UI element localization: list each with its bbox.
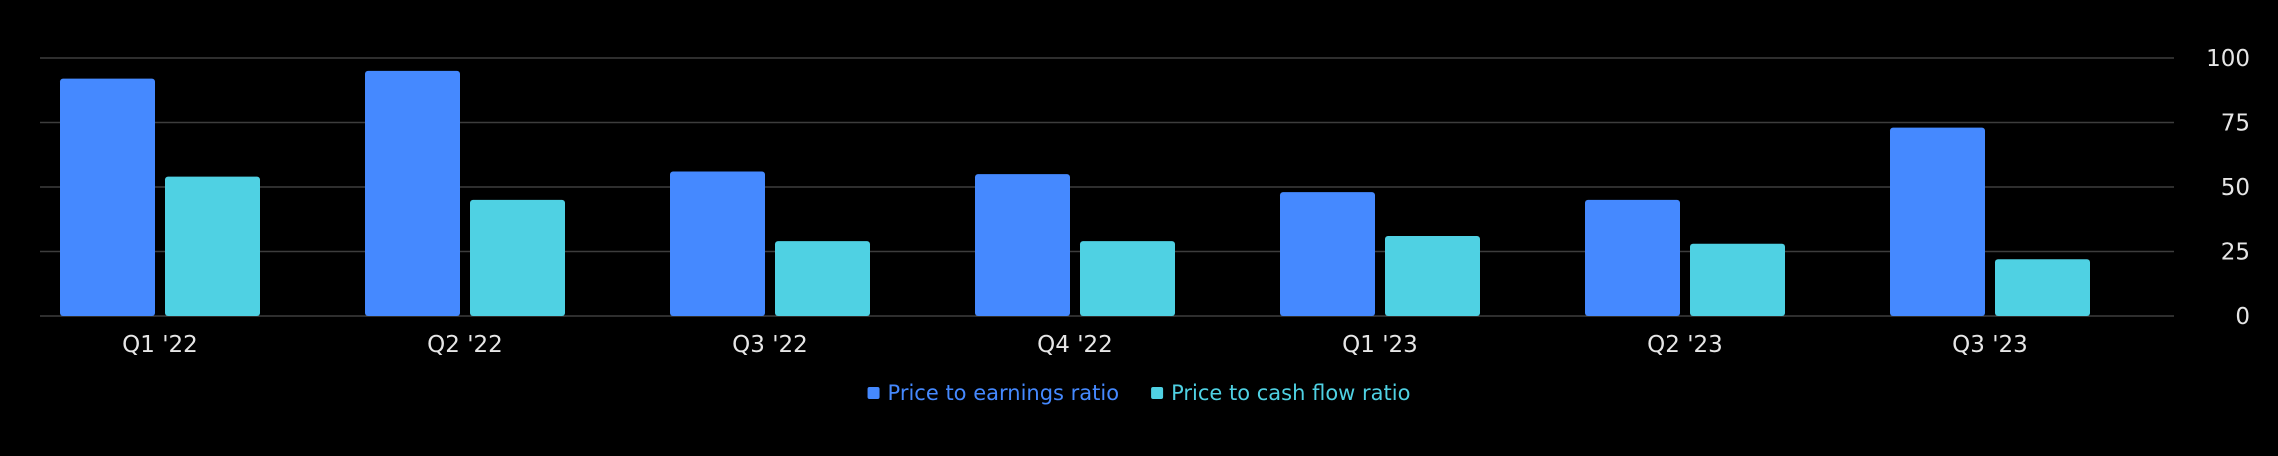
x-tick-label: Q2 '23 bbox=[1647, 332, 1723, 358]
x-tick-label: Q3 '23 bbox=[1952, 332, 2028, 358]
bar-pe-3 bbox=[975, 174, 1070, 316]
legend-label: Price to cash flow ratio bbox=[1171, 381, 1410, 405]
legend: Price to earnings ratio Price to cash flo… bbox=[867, 381, 1410, 405]
bar-pcf-2 bbox=[775, 241, 870, 316]
bar-pcf-3 bbox=[1080, 241, 1175, 316]
y-tick-label: 0 bbox=[2235, 304, 2250, 330]
bar-pcf-1 bbox=[470, 199, 565, 316]
x-tick-label: Q1 '23 bbox=[1342, 332, 1418, 358]
bar-pe-2 bbox=[670, 171, 765, 316]
legend-swatch bbox=[1151, 387, 1164, 399]
bar-pe-5 bbox=[1585, 199, 1680, 316]
x-axis-labels: Q1 '22 Q2 '22 Q3 '22 Q4 '22 Q1 '23 Q2 '23 Q3 '… bbox=[122, 332, 2028, 358]
y-tick-label: 75 bbox=[2221, 111, 2250, 137]
bars bbox=[60, 70, 2090, 317]
x-tick-label: Q3 '22 bbox=[732, 332, 808, 358]
x-tick-label: Q2 '22 bbox=[427, 332, 503, 358]
y-tick-label: 25 bbox=[2221, 240, 2250, 266]
bar-pcf-0 bbox=[165, 176, 260, 316]
bar-pcf-4 bbox=[1385, 236, 1480, 316]
bar-pe-1 bbox=[365, 70, 460, 317]
x-tick-label: Q1 '22 bbox=[122, 332, 198, 358]
legend-swatch bbox=[867, 387, 880, 399]
bar-pe-0 bbox=[60, 78, 155, 316]
bar-pe-4 bbox=[1280, 192, 1375, 316]
legend-label: Price to earnings ratio bbox=[888, 381, 1120, 405]
y-tick-label: 50 bbox=[2221, 175, 2250, 201]
y-tick-label: 100 bbox=[2206, 46, 2250, 72]
x-tick-label: Q4 '22 bbox=[1037, 332, 1113, 358]
legend-item-1[interactable]: Price to cash flow ratio bbox=[1151, 381, 1410, 405]
bar-pcf-5 bbox=[1690, 243, 1785, 316]
y-axis-labels: 0 25 50 75 100 bbox=[2206, 46, 2250, 330]
bar-pcf-6 bbox=[1995, 259, 2090, 316]
legend-item-0[interactable]: Price to earnings ratio bbox=[867, 381, 1120, 405]
bar-pe-6 bbox=[1890, 127, 1985, 316]
